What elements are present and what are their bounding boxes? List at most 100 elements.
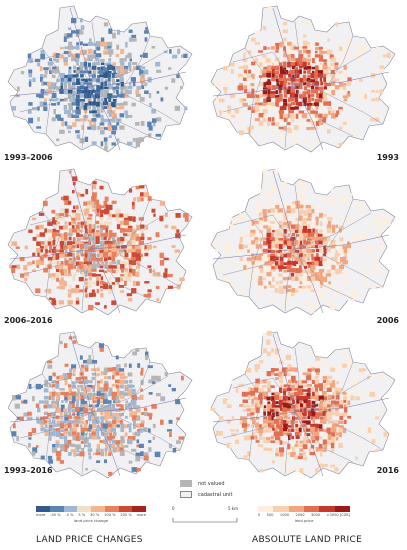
land-parcel xyxy=(287,221,292,227)
land-parcel xyxy=(258,220,263,226)
land-parcel xyxy=(100,419,104,425)
land-parcel xyxy=(275,85,279,89)
land-parcel xyxy=(307,276,312,281)
land-parcel xyxy=(76,252,79,257)
land-parcel xyxy=(171,388,176,392)
land-parcel xyxy=(283,240,288,247)
land-parcel xyxy=(258,209,263,213)
land-parcel xyxy=(131,395,138,401)
land-parcel xyxy=(267,102,272,107)
land-parcel xyxy=(112,447,117,453)
land-parcel xyxy=(315,435,320,441)
land-parcel xyxy=(105,228,108,233)
land-parcel xyxy=(71,114,76,118)
land-parcel xyxy=(143,294,149,298)
land-parcel xyxy=(145,225,149,230)
land-parcel xyxy=(271,412,275,417)
land-parcel xyxy=(47,61,54,66)
land-parcel xyxy=(64,121,68,126)
land-parcel xyxy=(127,248,133,253)
land-parcel xyxy=(96,460,101,463)
land-parcel xyxy=(124,363,127,368)
land-parcel xyxy=(246,261,252,265)
land-parcel xyxy=(44,98,47,102)
land-parcel xyxy=(282,432,288,436)
land-parcel xyxy=(71,82,77,86)
land-parcel xyxy=(314,391,320,396)
land-parcel xyxy=(56,399,59,405)
land-parcel xyxy=(257,444,263,447)
land-parcel xyxy=(149,268,152,274)
land-parcel xyxy=(227,109,231,114)
land-parcel xyxy=(83,428,90,432)
land-parcel xyxy=(84,288,88,293)
land-parcel xyxy=(108,81,111,87)
land-parcel xyxy=(254,209,258,215)
land-parcel xyxy=(75,115,80,119)
land-parcel xyxy=(82,78,88,83)
land-parcel xyxy=(112,99,117,102)
land-parcel xyxy=(60,233,64,238)
land-parcel xyxy=(59,280,65,285)
land-parcel xyxy=(53,246,56,249)
land-parcel xyxy=(44,264,49,271)
land-parcel xyxy=(48,431,52,436)
land-parcel xyxy=(147,121,152,127)
land-parcel xyxy=(108,97,112,102)
land-parcel xyxy=(266,351,271,357)
land-parcel xyxy=(307,257,310,261)
land-parcel xyxy=(99,209,106,214)
land-parcel xyxy=(325,411,332,418)
land-parcel xyxy=(259,81,264,87)
land-parcel xyxy=(107,204,113,210)
land-parcel xyxy=(342,363,347,368)
land-parcel xyxy=(259,71,263,74)
land-parcel xyxy=(63,432,69,435)
land-parcel xyxy=(92,412,97,416)
land-parcel xyxy=(347,296,352,301)
land-parcel xyxy=(299,69,302,75)
land-parcel xyxy=(128,406,133,412)
land-parcel xyxy=(375,69,379,74)
land-parcel xyxy=(71,30,77,34)
land-parcel xyxy=(63,268,68,273)
land-parcel xyxy=(80,384,84,388)
land-parcel xyxy=(72,373,76,376)
land-parcel xyxy=(137,428,141,432)
land-parcel xyxy=(289,106,296,110)
land-parcel xyxy=(235,439,240,444)
land-parcel xyxy=(91,94,96,98)
land-parcel xyxy=(64,257,67,261)
land-parcel xyxy=(380,228,384,233)
land-parcel xyxy=(40,74,44,80)
land-parcel xyxy=(111,248,117,254)
land-parcel xyxy=(262,26,267,31)
land-parcel xyxy=(51,396,55,401)
land-parcel xyxy=(302,444,308,450)
land-parcel xyxy=(379,65,384,70)
land-parcel xyxy=(72,252,75,258)
land-parcel xyxy=(141,85,145,89)
land-parcel xyxy=(79,248,84,254)
land-parcel xyxy=(128,402,133,409)
land-parcel xyxy=(323,62,328,67)
land-parcel xyxy=(65,248,68,253)
land-parcel xyxy=(71,381,76,385)
land-parcel xyxy=(338,142,343,146)
land-parcel xyxy=(67,245,73,249)
land-parcel xyxy=(375,233,380,238)
land-parcel xyxy=(299,269,303,273)
land-parcel xyxy=(327,88,331,95)
land-parcel xyxy=(375,97,380,102)
land-parcel xyxy=(79,392,84,397)
land-parcel xyxy=(91,431,96,436)
land-parcel xyxy=(52,257,56,261)
land-parcel xyxy=(267,388,271,393)
land-parcel xyxy=(143,69,149,75)
land-parcel xyxy=(218,416,224,420)
land-parcel xyxy=(290,404,296,409)
land-parcel xyxy=(298,58,304,63)
land-parcel xyxy=(322,98,328,103)
land-parcel xyxy=(322,286,328,290)
land-parcel xyxy=(215,106,219,111)
